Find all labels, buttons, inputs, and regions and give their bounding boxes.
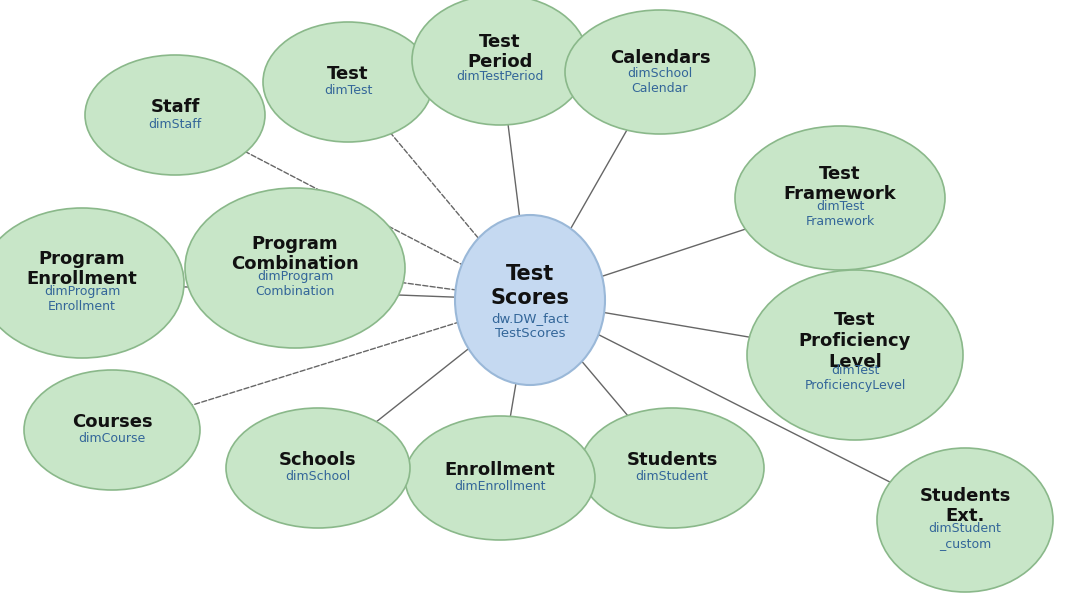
Text: dimProgram
Combination: dimProgram Combination: [256, 270, 335, 298]
Ellipse shape: [580, 408, 764, 528]
Ellipse shape: [85, 55, 265, 175]
Text: dimTestPeriod: dimTestPeriod: [456, 69, 544, 83]
Ellipse shape: [734, 126, 944, 270]
Text: dimSchool: dimSchool: [286, 470, 351, 484]
Text: dimStudent: dimStudent: [635, 470, 709, 484]
Ellipse shape: [25, 370, 200, 490]
Text: dimProgram
Enrollment: dimProgram Enrollment: [44, 285, 120, 313]
Text: dimEnrollment: dimEnrollment: [454, 481, 546, 493]
Text: dimStaff: dimStaff: [148, 118, 201, 131]
Text: Program
Enrollment: Program Enrollment: [27, 249, 138, 288]
Ellipse shape: [185, 188, 405, 348]
Ellipse shape: [455, 215, 605, 385]
Text: dimStudent
_custom: dimStudent _custom: [928, 522, 1001, 550]
Text: dimSchool
Calendar: dimSchool Calendar: [628, 67, 693, 95]
Text: dimTest
ProficiencyLevel: dimTest ProficiencyLevel: [805, 364, 906, 392]
Text: Test: Test: [327, 65, 369, 83]
Ellipse shape: [0, 208, 184, 358]
Text: Calendars: Calendars: [610, 49, 710, 67]
Ellipse shape: [877, 448, 1053, 592]
Text: Enrollment: Enrollment: [445, 461, 555, 479]
Ellipse shape: [263, 22, 433, 142]
Text: Test
Framework: Test Framework: [784, 164, 897, 203]
Text: Courses: Courses: [71, 413, 152, 431]
Ellipse shape: [411, 0, 588, 125]
Text: Test
Proficiency
Level: Test Proficiency Level: [798, 311, 911, 371]
Text: dw.DW_fact
TestScores: dw.DW_fact TestScores: [491, 312, 569, 340]
Text: Students: Students: [627, 451, 717, 469]
Text: Test
Scores: Test Scores: [490, 265, 569, 308]
Ellipse shape: [565, 10, 755, 134]
Text: Test
Period: Test Period: [467, 33, 533, 72]
Ellipse shape: [226, 408, 410, 528]
Ellipse shape: [405, 416, 595, 540]
Text: Students
Ext.: Students Ext.: [919, 487, 1011, 526]
Text: Staff: Staff: [150, 98, 199, 116]
Text: Program
Combination: Program Combination: [231, 234, 359, 273]
Ellipse shape: [747, 270, 963, 440]
Text: dimTest: dimTest: [324, 84, 372, 98]
Text: dimTest
Framework: dimTest Framework: [806, 200, 874, 228]
Text: dimCourse: dimCourse: [79, 433, 146, 446]
Text: Schools: Schools: [279, 451, 357, 469]
